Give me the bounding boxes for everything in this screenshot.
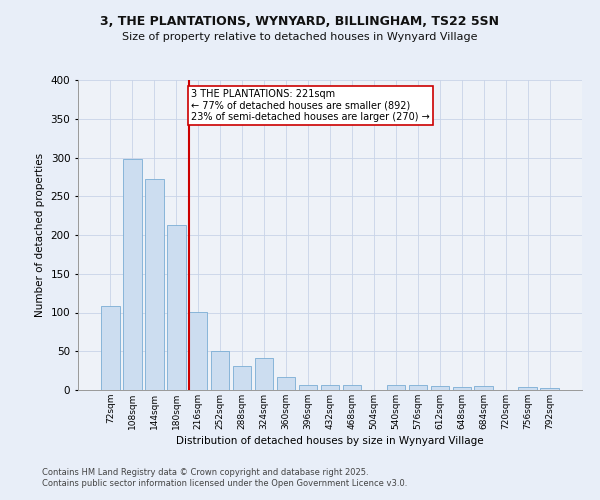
Text: Size of property relative to detached houses in Wynyard Village: Size of property relative to detached ho… <box>122 32 478 42</box>
Bar <box>299 386 317 390</box>
Bar <box>255 358 274 390</box>
Bar <box>167 225 185 390</box>
Bar <box>145 179 164 390</box>
Text: 3 THE PLANTATIONS: 221sqm
← 77% of detached houses are smaller (892)
23% of semi: 3 THE PLANTATIONS: 221sqm ← 77% of detac… <box>191 90 430 122</box>
Bar <box>541 388 559 390</box>
Bar <box>101 306 119 390</box>
Bar <box>233 366 251 390</box>
Text: Contains HM Land Registry data © Crown copyright and database right 2025.
Contai: Contains HM Land Registry data © Crown c… <box>42 468 407 487</box>
Bar <box>189 312 208 390</box>
Bar <box>518 387 537 390</box>
Bar <box>211 351 229 390</box>
Bar <box>123 159 142 390</box>
Bar <box>386 386 405 390</box>
Text: 3, THE PLANTATIONS, WYNYARD, BILLINGHAM, TS22 5SN: 3, THE PLANTATIONS, WYNYARD, BILLINGHAM,… <box>101 15 499 28</box>
Bar <box>409 384 427 390</box>
Bar <box>475 386 493 390</box>
Bar <box>277 377 295 390</box>
Y-axis label: Number of detached properties: Number of detached properties <box>35 153 45 317</box>
Bar <box>431 386 449 390</box>
Bar <box>452 387 471 390</box>
Bar <box>320 386 340 390</box>
Bar <box>343 386 361 390</box>
X-axis label: Distribution of detached houses by size in Wynyard Village: Distribution of detached houses by size … <box>176 436 484 446</box>
